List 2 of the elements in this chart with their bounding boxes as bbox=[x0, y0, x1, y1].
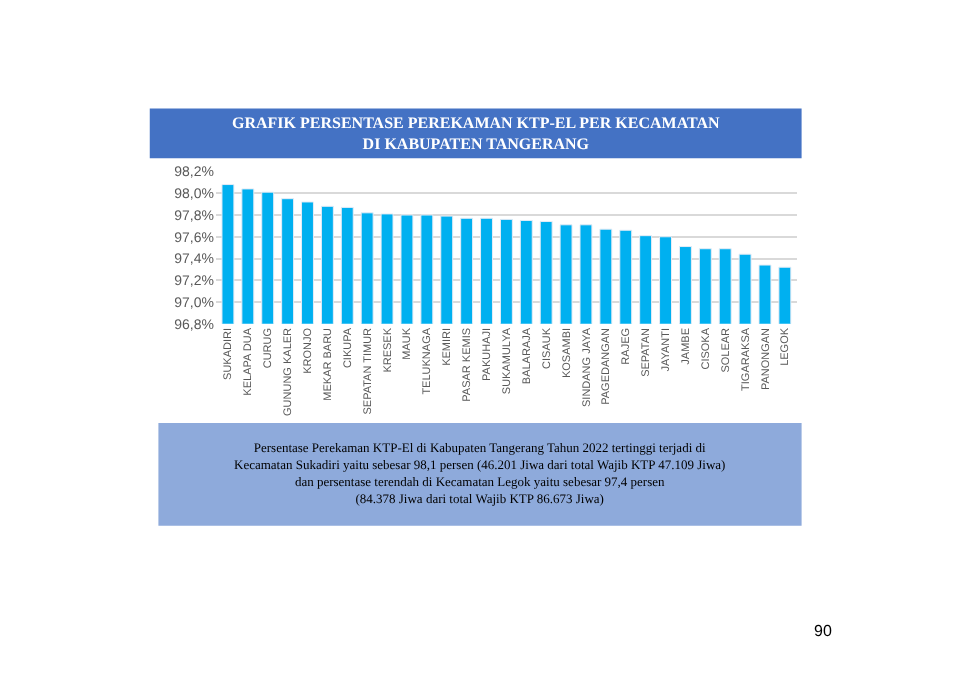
chart-title: GRAFIK PERSENTASE PEREKAMAN KTP-EL PER KECAMATAN DI KABUPATEN TANGERANG bbox=[232, 114, 721, 153]
text: 90 bbox=[814, 622, 833, 640]
